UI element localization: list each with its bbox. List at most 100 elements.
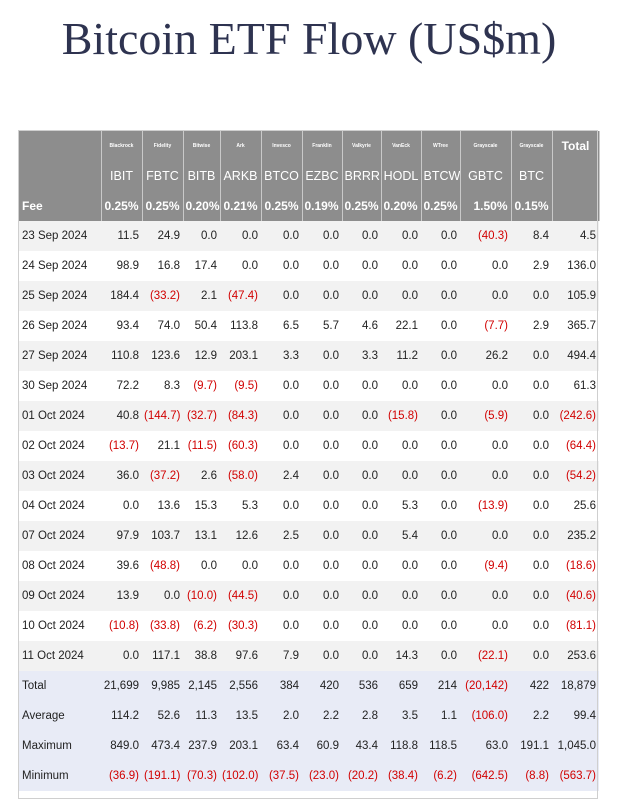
flow-cell: 14.3: [381, 641, 421, 671]
daily-flow-rows: 23 Sep 2024 11.5 24.9 0.0 0.0 0.0 0.0 0.0 0.0 0.0…: [19, 221, 599, 671]
fee-label: Fee: [19, 191, 102, 221]
row-date: 08 Oct 2024: [19, 551, 101, 581]
flow-cell: 50.4: [183, 311, 220, 341]
row-date: 30 Sep 2024: [19, 371, 101, 401]
table-row: 09 Oct 2024 13.9 0.0 (10.0) (44.5) 0.0 0.0 0.0 0…: [19, 581, 599, 611]
flow-cell: 93.4: [101, 311, 142, 341]
flow-cell: 0.0: [302, 401, 342, 431]
issuer-header: Bitwise: [183, 131, 221, 161]
flow-cell: 0.0: [511, 521, 552, 551]
table-row: 07 Oct 2024 97.9 103.7 13.1 12.6 2.5 0.0 0.0 5.4…: [19, 521, 599, 551]
flow-cell: 0.0: [261, 401, 302, 431]
row-total: (81.1): [552, 611, 599, 641]
flow-cell: 72.2: [101, 371, 142, 401]
flow-cell: 0.0: [342, 251, 381, 281]
flow-cell: (13.7): [101, 431, 142, 461]
flow-cell: 0.0: [511, 281, 552, 311]
row-total: (64.4): [552, 431, 599, 461]
flow-cell: 0.0: [511, 641, 552, 671]
table-row: 23 Sep 2024 11.5 24.9 0.0 0.0 0.0 0.0 0.0 0.0 0.0…: [19, 221, 599, 251]
summary-cell: (20.2): [342, 761, 381, 791]
flow-cell: 0.0: [342, 581, 381, 611]
flow-cell: 0.0: [302, 641, 342, 671]
summary-cell: (23.0): [302, 761, 342, 791]
flow-cell: 0.0: [302, 581, 342, 611]
flow-cell: 39.6: [101, 551, 142, 581]
flow-cell: 0.0: [381, 221, 421, 251]
total-column-header: Total: [552, 131, 600, 191]
flow-cell: 98.9: [101, 251, 142, 281]
flow-cell: 12.9: [183, 341, 220, 371]
flow-cell: 0.0: [460, 521, 511, 551]
summary-cell: (36.9): [101, 761, 142, 791]
flow-cell: 0.0: [261, 551, 302, 581]
row-total: 4.5: [552, 221, 599, 251]
flow-cell: 0.0: [381, 371, 421, 401]
issuer-header: Grayscale: [460, 131, 512, 161]
summary-cell: (191.1): [142, 761, 183, 791]
summary-total: (563.7): [552, 761, 599, 791]
summary-cell: 2.0: [261, 701, 302, 731]
summary-cell: 13.5: [220, 701, 261, 731]
flow-cell: 2.5: [261, 521, 302, 551]
summary-label: Maximum: [19, 731, 101, 761]
flow-cell: 3.3: [342, 341, 381, 371]
flow-cell: 0.0: [342, 491, 381, 521]
summary-row: Maximum 849.0 473.4 237.9 203.1 63.4 60.9 43.4 1…: [19, 731, 599, 761]
row-date: 04 Oct 2024: [19, 491, 101, 521]
flow-cell: 0.0: [421, 401, 460, 431]
flow-cell: 0.0: [302, 221, 342, 251]
flow-cell: 0.0: [342, 551, 381, 581]
row-date: 01 Oct 2024: [19, 401, 101, 431]
flow-cell: 5.3: [220, 491, 261, 521]
corner-cell: [19, 131, 102, 161]
flow-cell: 0.0: [220, 221, 261, 251]
flow-cell: (9.5): [220, 371, 261, 401]
flow-cell: (9.4): [460, 551, 511, 581]
flow-cell: (58.0): [220, 461, 261, 491]
flow-cell: 2.1: [183, 281, 220, 311]
summary-total: 99.4: [552, 701, 599, 731]
flow-cell: 0.0: [302, 491, 342, 521]
flow-cell: 4.6: [342, 311, 381, 341]
fee-cell: 0.25%: [142, 191, 184, 221]
flow-cell: 0.0: [511, 551, 552, 581]
summary-cell: 384: [261, 671, 302, 701]
summary-cell: 1.1: [421, 701, 460, 731]
row-total: 61.3: [552, 371, 599, 401]
flow-cell: 0.0: [381, 611, 421, 641]
summary-cell: 2,556: [220, 671, 261, 701]
summary-cell: 2.8: [342, 701, 381, 731]
flow-cell: 0.0: [261, 581, 302, 611]
issuer-header: Grayscale: [511, 131, 553, 161]
flow-cell: 15.3: [183, 491, 220, 521]
summary-cell: 11.3: [183, 701, 220, 731]
flow-cell: 0.0: [220, 251, 261, 281]
row-total: 105.9: [552, 281, 599, 311]
row-date: 26 Sep 2024: [19, 311, 101, 341]
flow-cell: 38.8: [183, 641, 220, 671]
summary-cell: 473.4: [142, 731, 183, 761]
flow-cell: 0.0: [460, 281, 511, 311]
row-date: 02 Oct 2024: [19, 431, 101, 461]
flow-cell: (33.2): [142, 281, 183, 311]
flow-cell: 8.3: [142, 371, 183, 401]
flow-cell: 103.7: [142, 521, 183, 551]
summary-cell: 118.8: [381, 731, 421, 761]
summary-cell: 63.4: [261, 731, 302, 761]
summary-cell: (37.5): [261, 761, 302, 791]
summary-cell: 214: [421, 671, 460, 701]
flow-cell: 2.6: [183, 461, 220, 491]
flow-cell: 0.0: [511, 611, 552, 641]
row-date: 09 Oct 2024: [19, 581, 101, 611]
flow-cell: (37.2): [142, 461, 183, 491]
flow-cell: 0.0: [421, 431, 460, 461]
flow-cell: 0.0: [342, 371, 381, 401]
summary-cell: (6.2): [421, 761, 460, 791]
summary-cell: 2.2: [302, 701, 342, 731]
flow-cell: 0.0: [183, 221, 220, 251]
flow-cell: (13.9): [460, 491, 511, 521]
row-date: 23 Sep 2024: [19, 221, 101, 251]
flow-cell: 0.0: [460, 581, 511, 611]
flow-cell: (22.1): [460, 641, 511, 671]
